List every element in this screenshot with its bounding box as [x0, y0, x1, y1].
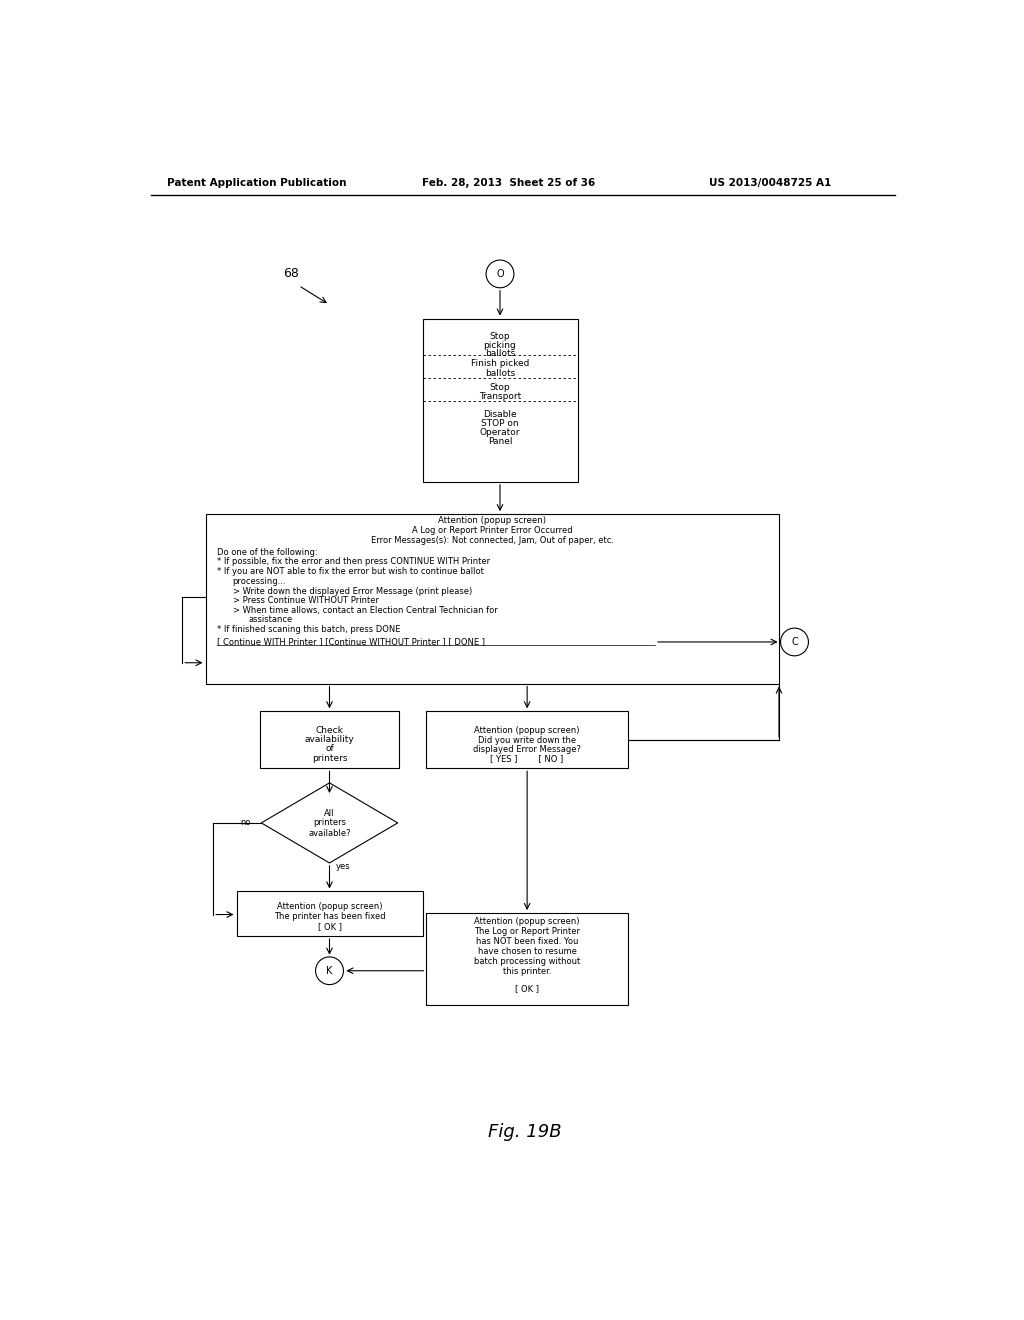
Text: ballots: ballots	[485, 348, 515, 358]
Bar	[423, 318, 578, 482]
Text: processing...: processing...	[232, 577, 286, 586]
Text: > Write down the displayed Error Message (print please): > Write down the displayed Error Message…	[232, 586, 472, 595]
Text: yes: yes	[336, 862, 351, 871]
Text: printers: printers	[313, 818, 346, 828]
Text: of: of	[326, 744, 334, 754]
Text: C: C	[792, 638, 798, 647]
Text: ballots: ballots	[485, 368, 515, 378]
Text: has NOT been fixed. You: has NOT been fixed. You	[476, 937, 579, 946]
Text: displayed Error Message?: displayed Error Message?	[473, 746, 582, 754]
Text: Did you write down the: Did you write down the	[478, 737, 577, 744]
Text: > Press Continue WITHOUT Printer: > Press Continue WITHOUT Printer	[232, 595, 379, 605]
Text: [ YES ]        [ NO ]: [ YES ] [ NO ]	[490, 755, 564, 763]
Text: batch processing without: batch processing without	[474, 957, 581, 966]
Text: Disable: Disable	[483, 409, 517, 418]
Text: this printer.: this printer.	[503, 968, 551, 975]
Text: Panel: Panel	[487, 437, 512, 446]
Text: Patent Application Publication: Patent Application Publication	[167, 178, 346, 187]
Bar	[237, 891, 423, 936]
Text: Do one of the following:: Do one of the following:	[217, 548, 317, 557]
Text: Fig. 19B: Fig. 19B	[488, 1123, 561, 1142]
Bar	[426, 711, 628, 768]
Text: The printer has been fixed: The printer has been fixed	[273, 912, 385, 921]
Text: * If possible, fix the error and then press CONTINUE WITH Printer: * If possible, fix the error and then pr…	[217, 557, 490, 566]
Text: * If you are NOT able to fix the error but wish to continue ballot: * If you are NOT able to fix the error b…	[217, 568, 484, 577]
Text: [ OK ]: [ OK ]	[317, 923, 341, 932]
Text: have chosen to resume: have chosen to resume	[477, 946, 577, 956]
Text: Error Messages(s): Not connected, Jam, Out of paper, etc.: Error Messages(s): Not connected, Jam, O…	[371, 536, 613, 545]
Bar	[206, 515, 779, 684]
Text: Attention (popup screen): Attention (popup screen)	[276, 903, 382, 911]
Text: Finish picked: Finish picked	[471, 359, 529, 368]
Text: [ OK ]: [ OK ]	[515, 983, 539, 993]
Text: Check: Check	[315, 726, 343, 735]
Text: assistance: assistance	[248, 615, 293, 624]
Bar	[426, 913, 628, 1006]
Text: Transport: Transport	[479, 392, 521, 401]
Text: Operator: Operator	[480, 428, 520, 437]
Text: printers: printers	[311, 754, 347, 763]
Text: * If finished scaning this batch, press DONE: * If finished scaning this batch, press …	[217, 626, 400, 634]
Text: The Log or Report Printer: The Log or Report Printer	[474, 927, 581, 936]
Polygon shape	[261, 783, 397, 863]
Text: All: All	[325, 809, 335, 818]
Text: K: K	[327, 966, 333, 975]
Text: A Log or Report Printer Error Occurred: A Log or Report Printer Error Occurred	[412, 525, 572, 535]
Text: STOP on: STOP on	[481, 418, 519, 428]
Text: availability: availability	[304, 735, 354, 744]
Text: Attention (popup screen): Attention (popup screen)	[474, 726, 580, 735]
Text: 68: 68	[283, 268, 299, 280]
Bar	[260, 711, 399, 768]
Text: Feb. 28, 2013  Sheet 25 of 36: Feb. 28, 2013 Sheet 25 of 36	[423, 178, 596, 187]
Text: picking: picking	[483, 341, 516, 350]
Text: Stop: Stop	[489, 331, 510, 341]
Text: Attention (popup screen): Attention (popup screen)	[438, 516, 546, 525]
Text: no: no	[240, 818, 251, 828]
Text: [ Continue WITH Printer ] [Continue WITHOUT Printer ] [ DONE ]: [ Continue WITH Printer ] [Continue WITH…	[217, 638, 485, 647]
Text: US 2013/0048725 A1: US 2013/0048725 A1	[710, 178, 831, 187]
Text: Stop: Stop	[489, 383, 510, 392]
Text: Attention (popup screen): Attention (popup screen)	[474, 917, 580, 925]
Text: available?: available?	[308, 829, 351, 838]
Text: O: O	[497, 269, 504, 279]
Text: > When time allows, contact an Election Central Technician for: > When time allows, contact an Election …	[232, 606, 498, 615]
